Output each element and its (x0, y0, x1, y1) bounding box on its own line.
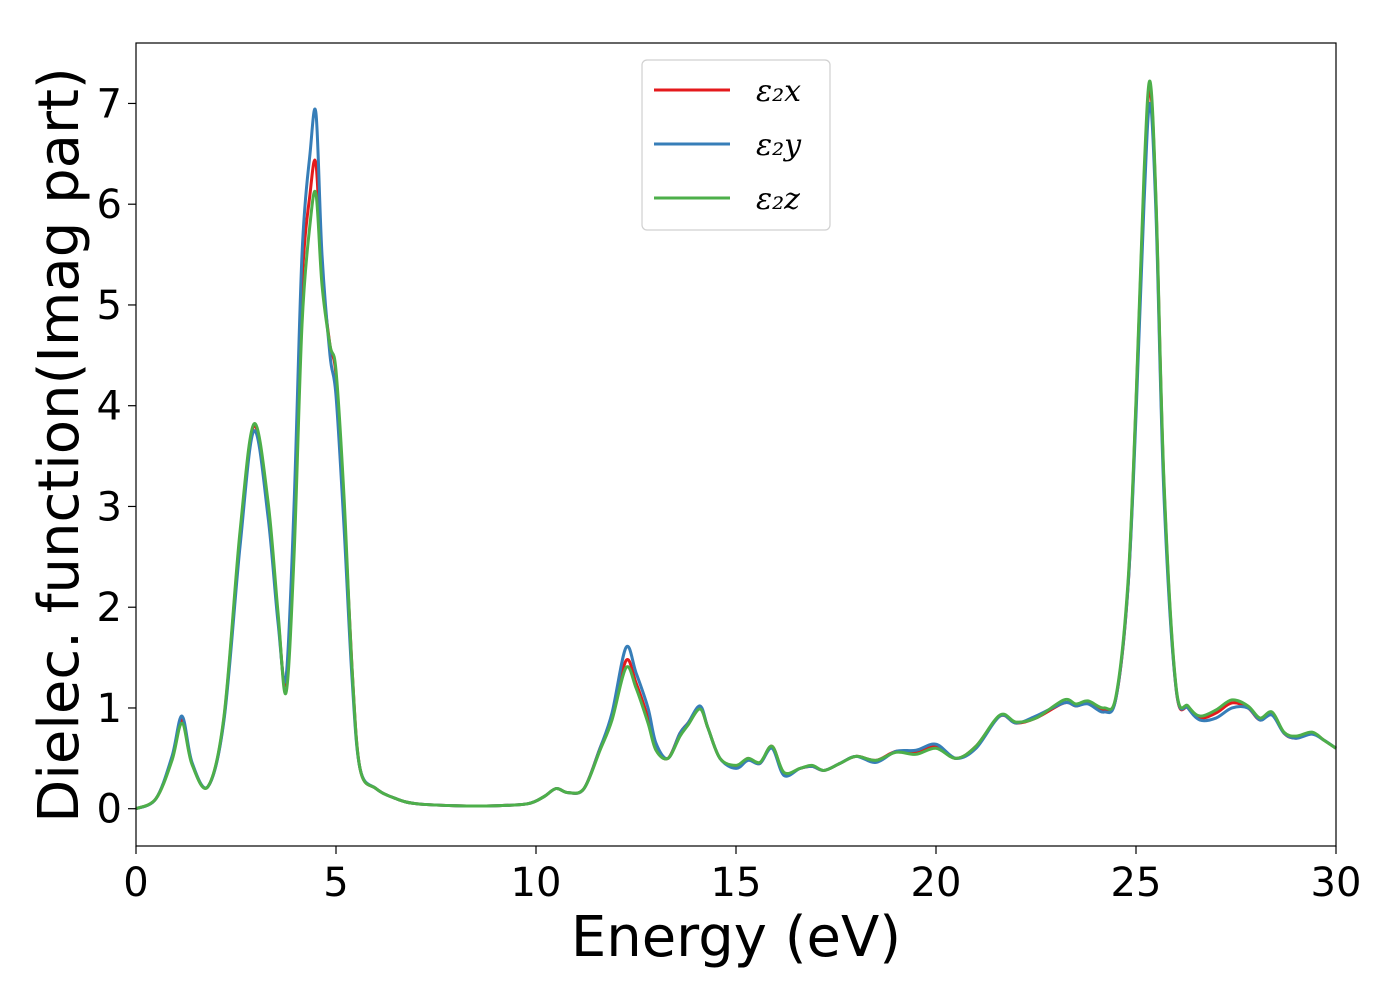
y-tick-label: 3 (97, 484, 122, 530)
legend-label: ε₂y (756, 128, 802, 163)
legend-box (641, 59, 831, 231)
x-tick-label: 0 (123, 860, 148, 906)
legend: ε₂x ε₂y ε₂z (641, 59, 831, 231)
x-axis: 0 5 10 15 20 25 30 (123, 846, 1361, 906)
series-layer (135, 79, 1337, 811)
x-tick-label: 5 (323, 860, 348, 906)
y-tick-label: 5 (97, 283, 122, 329)
y-tick-label: 0 (97, 787, 122, 833)
legend-label: ε₂z (756, 182, 800, 217)
y-tick-label: 4 (97, 384, 122, 430)
series-line-3 (135, 79, 1337, 811)
x-axis-label: Energy (eV) (571, 905, 901, 970)
y-tick-label: 1 (97, 686, 122, 732)
y-tick-label: 7 (97, 81, 122, 127)
y-tick-label: 2 (97, 585, 122, 631)
x-tick-label: 10 (511, 860, 562, 906)
legend-label: ε₂x (756, 74, 801, 109)
x-tick-label: 25 (1111, 860, 1162, 906)
x-tick-label: 20 (911, 860, 962, 906)
y-axis-label: Dielec. function(Imag part) (27, 67, 92, 823)
y-axis: 0 1 2 3 4 5 6 7 (97, 81, 136, 833)
x-tick-label: 30 (1311, 860, 1362, 906)
x-tick-label: 15 (711, 860, 762, 906)
y-tick-label: 6 (97, 182, 122, 228)
